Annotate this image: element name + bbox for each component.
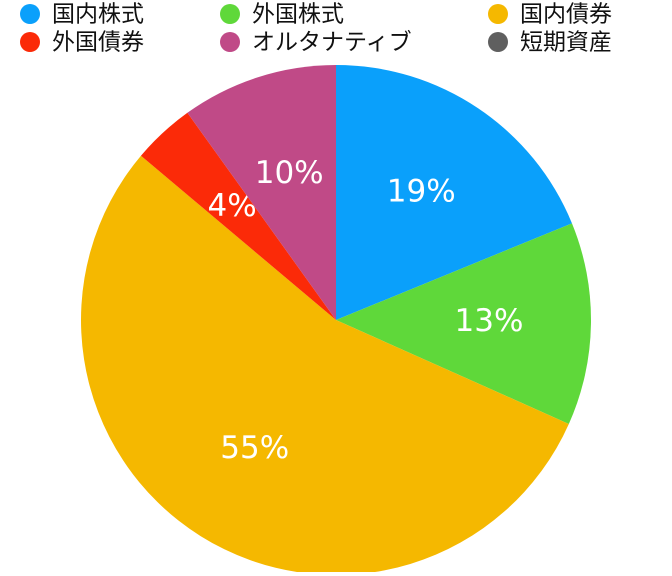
legend-swatch [20,32,40,52]
pie-slice [81,155,569,575]
legend-label: 国内株式 [52,2,144,28]
pie-slice [187,65,336,320]
legend-label: 外国株式 [252,2,344,28]
legend-label: オルタナティブ [252,30,412,56]
data-label: 55% [220,430,289,466]
pie-slice [336,223,591,424]
legend-swatch [488,32,508,52]
legend-label: 国内債券 [520,2,612,28]
legend-swatch [488,4,508,24]
legend-label: 外国債券 [52,30,144,56]
data-label: 13% [455,303,524,339]
legend-swatch [20,4,40,24]
pie-slice [140,112,336,320]
legend-swatch [220,4,240,24]
legend-swatch [220,32,240,52]
data-label: 19% [387,173,456,209]
legend-label: 短期資産 [520,30,612,56]
pie-slice [336,65,572,320]
data-label: 10% [255,155,324,191]
